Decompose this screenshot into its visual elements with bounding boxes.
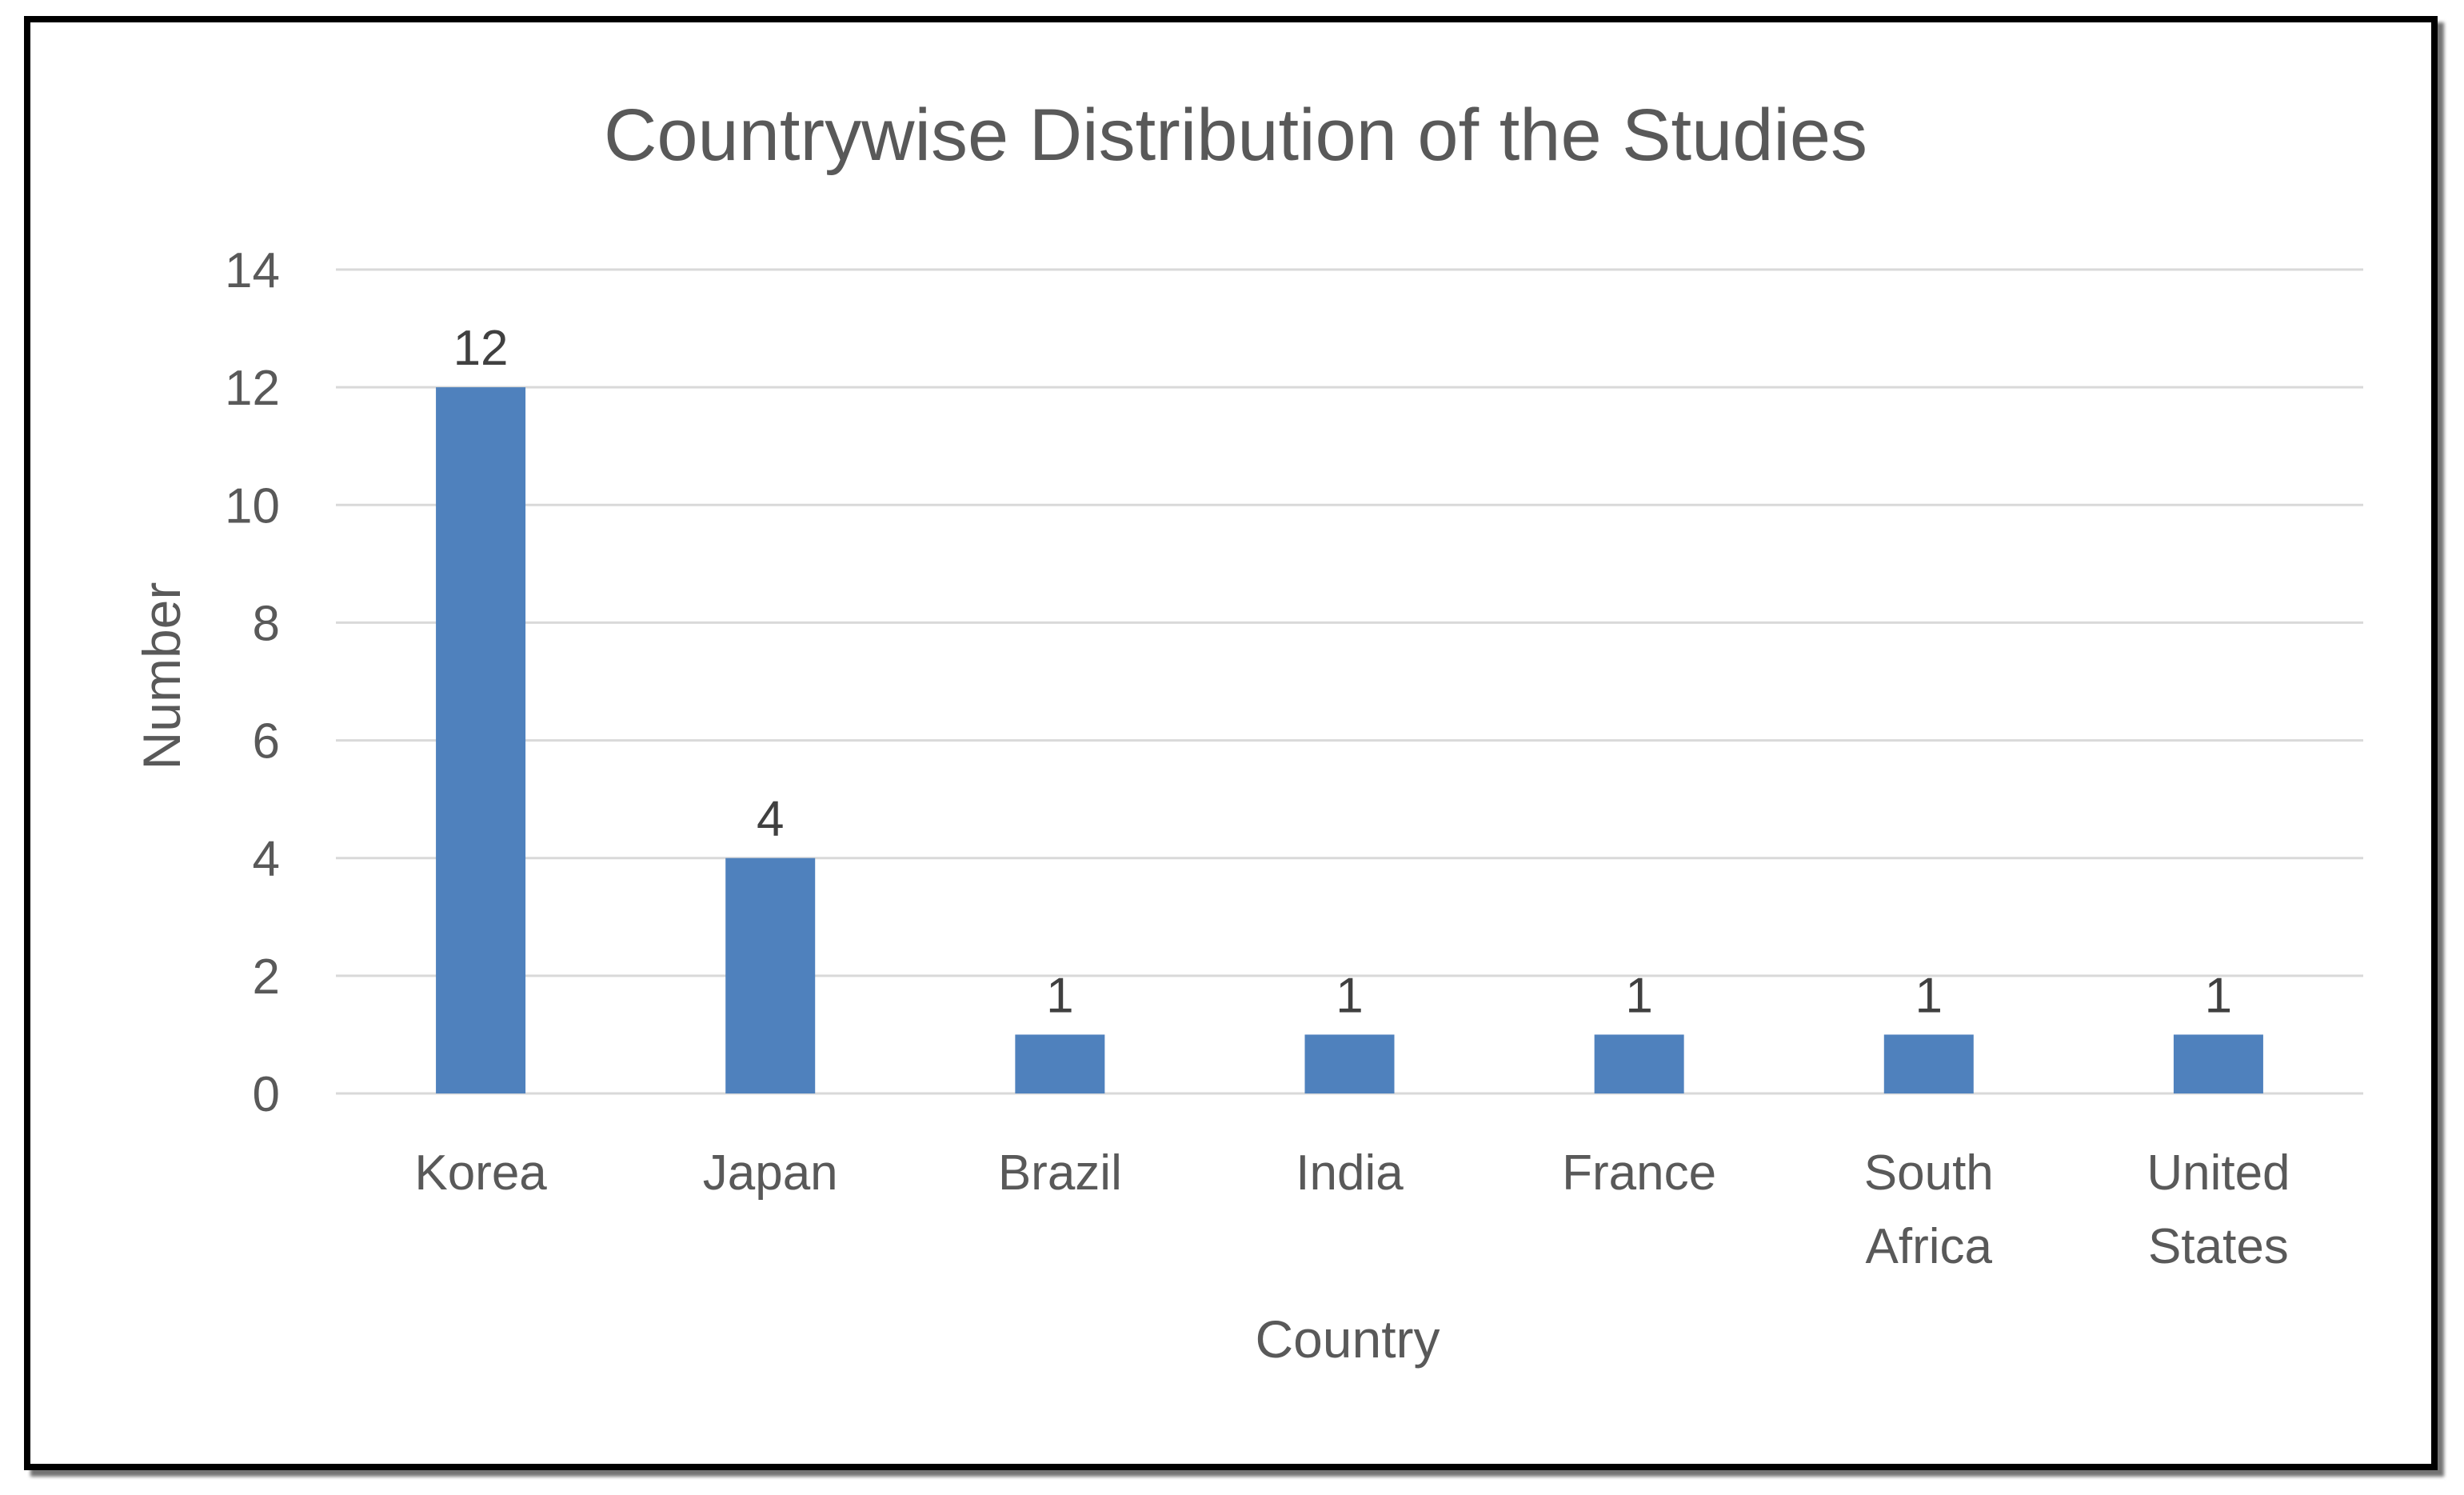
x-axis-title: Country [1255, 1309, 1440, 1369]
x-tick-label: South [1864, 1145, 1994, 1201]
bars [436, 387, 2263, 1094]
data-label: 1 [1915, 968, 1943, 1023]
bar-korea [436, 387, 526, 1094]
bar-united-states [2173, 1034, 2263, 1093]
x-tick-label: United [2147, 1145, 2290, 1201]
x-tick-label: States [2148, 1219, 2289, 1274]
bar-japan [725, 857, 816, 1093]
bar-south-africa [1883, 1034, 1974, 1093]
bar-india [1304, 1034, 1395, 1093]
data-label: 12 [453, 321, 509, 376]
x-tick-label: Korea [414, 1145, 547, 1201]
chart-frame [24, 16, 2438, 1470]
data-label: 1 [1625, 968, 1652, 1023]
x-axis-ticks: Korea Japan Brazil India France South Africa Un… [414, 1145, 2290, 1274]
y-tick-label: 6 [253, 714, 280, 769]
y-axis-title: Number [132, 582, 191, 770]
y-tick-label: 8 [253, 596, 280, 651]
data-label: 1 [1336, 968, 1363, 1023]
y-tick-label: 12 [225, 361, 280, 416]
data-label: 1 [2205, 968, 2232, 1023]
x-tick-label: Japan [703, 1145, 838, 1201]
bar-france [1594, 1034, 1684, 1093]
bar-brazil [1015, 1034, 1105, 1093]
x-tick-label: India [1296, 1145, 1404, 1201]
y-tick-label: 2 [253, 949, 280, 1005]
y-tick-label: 0 [253, 1067, 280, 1122]
data-label: 1 [1046, 968, 1073, 1023]
data-labels: 12 4 1 1 1 1 1 [453, 321, 2233, 1023]
x-tick-label: Africa [1866, 1219, 1993, 1274]
gridlines [336, 268, 2363, 1095]
y-tick-label: 14 [225, 243, 280, 298]
y-tick-label: 10 [225, 478, 280, 534]
chart-title: Countrywise Distribution of the Studies [604, 94, 1867, 176]
x-tick-label: France [1562, 1145, 1716, 1201]
data-label: 4 [757, 792, 784, 847]
x-tick-label: Brazil [998, 1145, 1122, 1201]
y-axis-ticks: 0 2 4 6 8 10 12 14 [225, 243, 280, 1122]
y-tick-label: 4 [253, 832, 280, 887]
